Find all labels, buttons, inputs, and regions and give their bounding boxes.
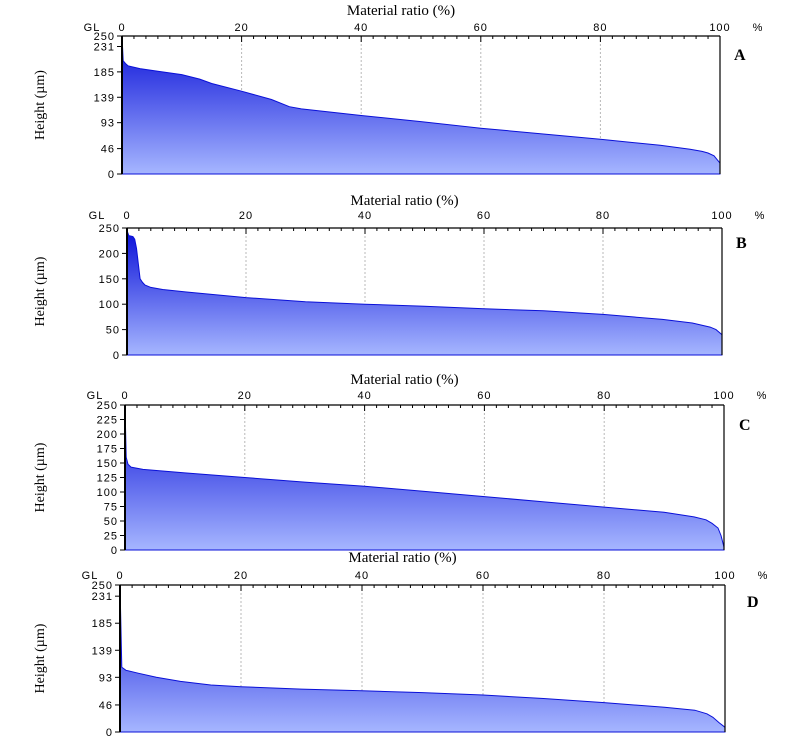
y-tick-label: 50 xyxy=(106,325,120,337)
x-tick-label: 100 xyxy=(709,22,730,34)
y-tick-label: 231 xyxy=(94,41,115,53)
x-tick-label: 60 xyxy=(476,570,490,582)
y-tick-label: 250 xyxy=(94,31,115,43)
y-tick-label: 46 xyxy=(99,700,113,712)
x-axis-unit: % xyxy=(757,390,768,402)
y-tick-label: 93 xyxy=(101,118,115,130)
chart-title: Material ratio (%) xyxy=(347,3,455,19)
material-ratio-area xyxy=(121,35,721,175)
x-tick-label: 100 xyxy=(713,390,734,402)
y-axis-label: Height (µm) xyxy=(33,442,48,512)
x-tick-label: 40 xyxy=(355,570,369,582)
x-tick-label: 40 xyxy=(354,22,368,34)
y-tick-label: 150 xyxy=(97,458,118,470)
y-tick-label: 25 xyxy=(104,531,118,543)
chart-title: Material ratio (%) xyxy=(350,193,458,209)
y-tick-label: 200 xyxy=(97,429,118,441)
y-axis-label: Height (µm) xyxy=(33,256,48,326)
y-tick-label: 75 xyxy=(104,502,118,514)
x-tick-label: 0 xyxy=(121,390,128,402)
y-tick-label: 0 xyxy=(111,545,118,557)
y-axis-label: Height (µm) xyxy=(33,70,48,140)
x-tick-label: 20 xyxy=(234,570,248,582)
y-tick-label: 200 xyxy=(99,248,120,260)
x-tick-label: 40 xyxy=(358,210,372,222)
y-tick-label: 46 xyxy=(101,144,115,156)
x-tick-label: 100 xyxy=(714,570,735,582)
material-ratio-area xyxy=(119,584,726,733)
x-axis-unit: % xyxy=(758,570,769,582)
panel-d: Material ratio (%) GL % 0 20 40 60 80 100 0 46 93 13… xyxy=(33,550,769,739)
y-tick-label: 0 xyxy=(108,169,115,181)
panel-label: A xyxy=(734,47,746,64)
y-tick-label: 250 xyxy=(92,580,113,592)
x-tick-label: 80 xyxy=(597,570,611,582)
y-tick-label: 125 xyxy=(97,473,118,485)
material-ratio-area xyxy=(124,404,725,551)
x-axis-unit: % xyxy=(755,210,766,222)
x-tick-label: 0 xyxy=(118,22,125,34)
x-tick-label: 40 xyxy=(357,390,371,402)
y-tick-label: 175 xyxy=(97,444,118,456)
panel-label: B xyxy=(736,235,747,252)
y-tick-label: 100 xyxy=(97,487,118,499)
panel-a: Material ratio (%) GL % 0 20 40 60 80 100 0 46 93 13… xyxy=(33,3,764,181)
x-tick-label: 80 xyxy=(596,210,610,222)
x-axis-unit: % xyxy=(753,22,764,34)
x-tick-label: 20 xyxy=(234,22,248,34)
y-tick-label: 93 xyxy=(99,672,113,684)
y-tick-label: 185 xyxy=(94,67,115,79)
panel-c: Material ratio (%) GL % 0 20 40 60 80 100 0 25 50 75… xyxy=(33,372,768,557)
x-tick-label: 100 xyxy=(711,210,732,222)
y-tick-label: 139 xyxy=(94,92,115,104)
x-tick-label: 60 xyxy=(474,22,488,34)
y-tick-label: 100 xyxy=(99,299,120,311)
x-tick-label: 20 xyxy=(239,210,253,222)
y-tick-label: 185 xyxy=(92,618,113,630)
panel-label: C xyxy=(739,417,751,434)
y-tick-label: 250 xyxy=(97,400,118,412)
x-axis-prefix: GL xyxy=(82,570,99,582)
panel-b: Material ratio (%) GL % 0 20 40 60 80 100 0 50 100 1… xyxy=(33,193,766,362)
x-tick-label: 80 xyxy=(593,22,607,34)
x-tick-label: 0 xyxy=(123,210,130,222)
y-tick-label: 139 xyxy=(92,645,113,657)
x-tick-label: 60 xyxy=(477,390,491,402)
x-axis-prefix: GL xyxy=(89,210,106,222)
y-axis-label: Height (µm) xyxy=(33,623,48,693)
x-tick-label: 60 xyxy=(477,210,491,222)
chart-title: Material ratio (%) xyxy=(348,550,456,566)
x-tick-label: 80 xyxy=(597,390,611,402)
x-tick-label: 20 xyxy=(238,390,252,402)
material-ratio-area xyxy=(126,230,723,356)
y-tick-label: 150 xyxy=(99,274,120,286)
x-axis-prefix: GL xyxy=(87,390,104,402)
y-tick-label: 250 xyxy=(99,223,120,235)
panel-label: D xyxy=(747,594,759,611)
y-tick-label: 0 xyxy=(113,350,120,362)
y-tick-label: 0 xyxy=(106,727,113,739)
x-axis-prefix: GL xyxy=(84,22,101,34)
y-tick-label: 231 xyxy=(92,591,113,603)
chart-title: Material ratio (%) xyxy=(350,372,458,388)
y-tick-label: 225 xyxy=(97,415,118,427)
y-tick-label: 50 xyxy=(104,516,118,528)
x-tick-label: 0 xyxy=(116,570,123,582)
